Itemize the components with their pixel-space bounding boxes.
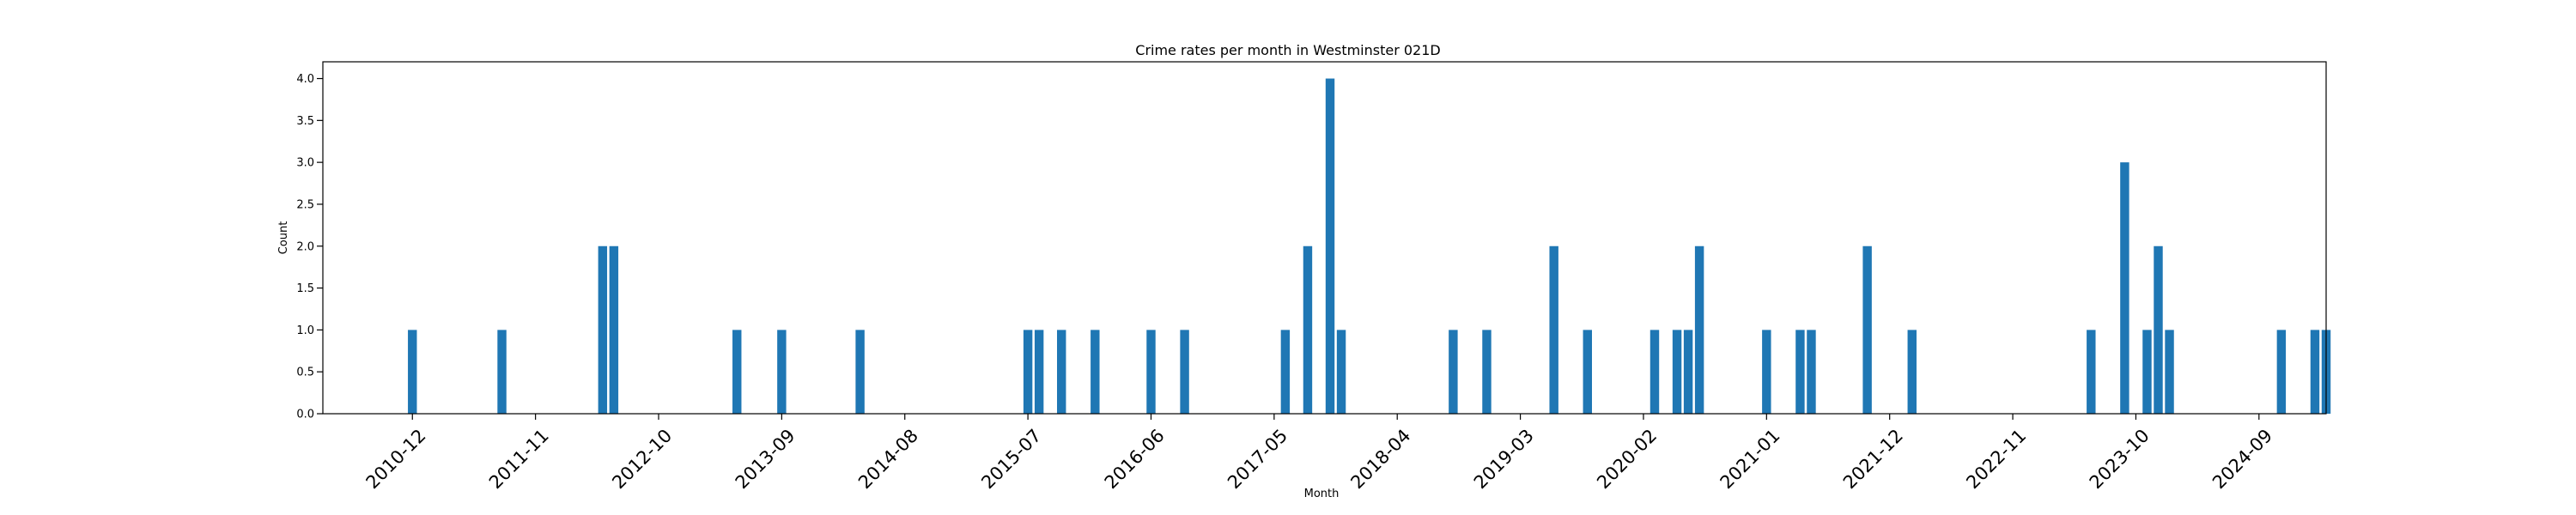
y-axis-label: Count [277,221,290,255]
bar [1325,78,1335,415]
bar [2310,330,2320,414]
y-tick-label: 0.0 [296,409,314,421]
bar [1057,330,1066,414]
y-tick-label: 1.0 [296,324,314,337]
y-tick-label: 3.5 [296,115,314,128]
y-tick-label: 0.5 [296,367,314,379]
bar [1303,245,1313,414]
bar [1336,330,1346,414]
y-tick-label: 4.0 [296,73,314,86]
bar [1549,245,1558,414]
plot-frame [322,61,2327,415]
bar [2120,162,2129,414]
bar [1762,330,1771,414]
bar [609,245,619,414]
bar [2142,330,2152,414]
bar [2087,330,2096,414]
bar [1180,330,1189,414]
bar [1482,330,1492,414]
y-tick-label: 1.5 [296,282,314,295]
bar [1795,330,1805,414]
bar [1683,330,1693,414]
bar [1449,330,1458,414]
bar [1280,330,1291,414]
bar [1907,330,1917,414]
bar [1807,330,1816,414]
y-tick-label: 2.0 [296,240,314,253]
bar [1862,245,1872,414]
bar [732,330,742,414]
bar [1146,330,1156,414]
bar [777,330,787,414]
bar [2276,330,2287,414]
bar [1023,330,1033,414]
y-tick-label: 3.0 [296,157,314,170]
bars-group [408,78,2331,415]
bar [497,330,507,414]
bar [1672,330,1682,414]
x-axis-label: Month [1304,488,1340,500]
y-axis: 0.0 0.5 1.0 1.5 2.0 2.5 3.0 3.5 4.0 [296,73,323,421]
bar [1694,245,1704,414]
bar [1091,330,1100,414]
bar [1034,330,1044,414]
bar [1583,330,1592,414]
bar [2165,330,2174,414]
bar [1649,330,1660,414]
bar [598,245,608,414]
bar [2154,245,2163,414]
bar [408,330,417,414]
bar [855,330,865,414]
chart-title: Crime rates per month in Westminster 021… [1135,42,1440,58]
y-tick-label: 2.5 [296,198,314,211]
